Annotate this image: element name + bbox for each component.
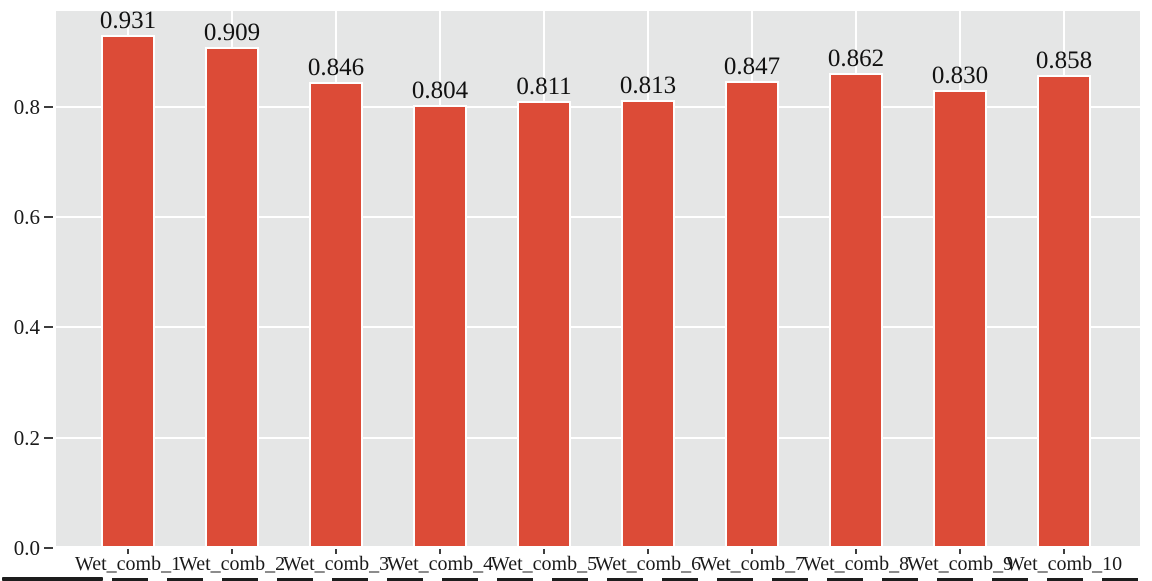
bar-value-label: 0.931: [99, 6, 157, 34]
gridline-horizontal: [56, 546, 1140, 548]
gridline-horizontal: [56, 105, 1140, 108]
bar-value-label: 0.804: [411, 76, 469, 104]
y-tick-mark: [44, 216, 53, 219]
y-tick-label: 0.8: [13, 94, 40, 119]
x-tick-mark: [543, 549, 545, 554]
gridline-horizontal: [56, 436, 1140, 439]
x-tick-mark: [959, 549, 961, 554]
y-tick-label: 0.2: [13, 425, 40, 450]
bar-wet_comb_9: [933, 90, 987, 548]
x-tick-label: Wet_comb_4: [386, 553, 494, 575]
x-tick-mark: [439, 549, 441, 554]
x-tick-mark: [231, 549, 233, 554]
cropped-content-artifact: [0, 577, 1152, 581]
cropped-content-artifact-lead: [2, 577, 103, 581]
x-tick-label: Wet_comb_5: [490, 553, 598, 575]
bar-wet_comb_4: [413, 104, 467, 548]
bar-wet_comb_6: [621, 99, 675, 548]
bar-wet_comb_5: [517, 100, 571, 548]
bar-value-label: 0.847: [723, 53, 781, 80]
y-tick-mark: [44, 436, 53, 439]
bar-wet_comb_1: [101, 34, 155, 548]
bar-value-label: 0.858: [1035, 47, 1093, 74]
x-tick-label: Wet_comb_2: [178, 553, 286, 575]
bar-value-label: 0.862: [827, 44, 885, 72]
x-tick-mark: [127, 549, 129, 554]
gridline-horizontal: [56, 216, 1140, 219]
bar-wet_comb_8: [829, 72, 883, 548]
x-tick-mark: [647, 549, 649, 554]
gridline-horizontal: [56, 326, 1140, 329]
x-tick-label: Wet_comb_9: [906, 553, 1014, 575]
x-tick-label: Wet_comb_8: [802, 553, 910, 575]
x-tick-label: Wet_comb_6: [594, 553, 702, 575]
x-tick-label: Wet_comb_1: [74, 553, 182, 575]
y-tick-label: 0.6: [13, 205, 40, 230]
plot-area: 0.931 0.909 0.846 0.804 0.811 0.813 0.847 0.862…: [56, 6, 1140, 548]
bar-wet_comb_7: [725, 81, 779, 548]
y-tick-label: 0.4: [13, 315, 40, 340]
x-tick-label: Wet_comb_7: [698, 553, 806, 575]
x-tick-mark: [335, 549, 337, 554]
x-tick-label: Wet_comb_10: [1005, 553, 1123, 575]
bar-value-label: 0.909: [203, 18, 261, 46]
bar-value-label: 0.830: [931, 62, 989, 90]
y-tick-mark: [44, 326, 53, 329]
y-tick-label: 0.0: [13, 536, 40, 560]
bar-value-label: 0.846: [307, 53, 365, 81]
bar-value-label: 0.813: [619, 71, 677, 99]
bar-value-label: 0.811: [516, 72, 572, 100]
y-tick-mark: [44, 547, 53, 549]
bar-wet_comb_3: [309, 81, 363, 548]
bar-wet_comb_2: [205, 46, 259, 548]
bar-wet_comb_10: [1037, 75, 1091, 548]
x-tick-mark: [751, 549, 753, 554]
x-tick-mark: [1063, 549, 1065, 554]
y-tick-mark: [44, 105, 53, 108]
x-tick-label: Wet_comb_3: [282, 553, 390, 575]
cropped-content-artifact-dashes: [112, 578, 1146, 581]
x-tick-mark: [855, 549, 857, 554]
